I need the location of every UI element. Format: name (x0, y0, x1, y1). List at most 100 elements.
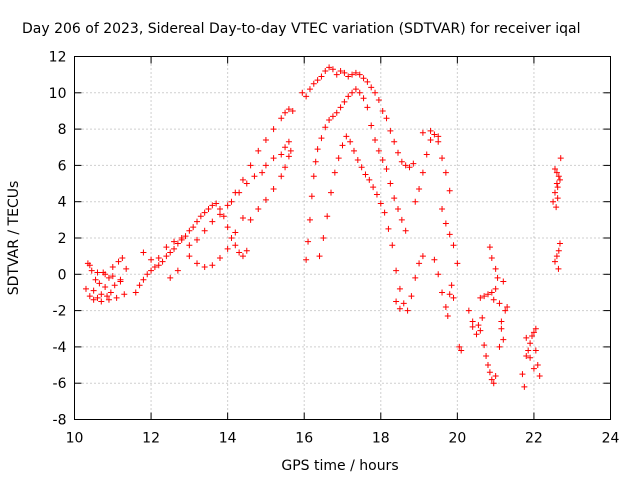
data-point (186, 227, 193, 234)
data-point (102, 271, 109, 278)
data-point (532, 347, 539, 354)
data-point (117, 276, 124, 283)
data-point (282, 144, 289, 151)
data-point (148, 267, 155, 274)
data-point (492, 372, 499, 379)
data-point (167, 249, 174, 256)
data-point (553, 253, 560, 260)
data-point (92, 276, 99, 283)
data-point (171, 238, 178, 245)
data-point (86, 293, 93, 300)
data-point (358, 164, 365, 171)
data-point (475, 322, 482, 329)
y-tick-label: -2 (53, 304, 67, 320)
data-point (408, 293, 415, 300)
data-point (255, 147, 262, 154)
data-point (555, 247, 562, 254)
data-point (431, 256, 438, 263)
data-point (255, 205, 262, 212)
data-point (224, 224, 231, 231)
data-point (239, 176, 246, 183)
data-point (406, 164, 413, 171)
data-point (500, 278, 507, 285)
data-point (419, 129, 426, 136)
data-point (343, 133, 350, 140)
data-point (479, 314, 486, 321)
data-point (427, 136, 434, 143)
data-point (393, 298, 400, 305)
data-point (536, 372, 543, 379)
y-tick-labels: -8 -6 -4 -2 0 2 4 6 8 10 12 (49, 50, 67, 429)
data-point (314, 146, 321, 153)
data-point (333, 109, 340, 116)
data-point (190, 224, 197, 231)
data-point (326, 64, 333, 71)
data-point (186, 253, 193, 260)
data-point (82, 285, 89, 292)
x-tick-label: 24 (602, 431, 620, 447)
data-point (360, 75, 367, 82)
data-point (375, 97, 382, 104)
data-point (484, 362, 491, 369)
series-late (469, 244, 511, 387)
data-point (232, 189, 239, 196)
data-point (282, 109, 289, 116)
data-point (232, 229, 239, 236)
data-point (109, 264, 116, 271)
data-point (113, 294, 120, 301)
data-point (396, 285, 403, 292)
data-point (224, 202, 231, 209)
series-rise-1 (132, 200, 250, 296)
data-point (372, 89, 379, 96)
data-point (391, 138, 398, 145)
y-tick-label: 8 (58, 122, 67, 138)
data-point (488, 254, 495, 261)
data-point (352, 69, 359, 76)
data-point (209, 262, 216, 269)
data-point (209, 218, 216, 225)
data-point (370, 184, 377, 191)
data-point (534, 362, 541, 369)
data-point (163, 244, 170, 251)
data-point (310, 173, 317, 180)
data-point (373, 191, 380, 198)
data-point (167, 274, 174, 281)
data-point (498, 318, 505, 325)
data-point (465, 307, 472, 314)
data-point (163, 253, 170, 260)
data-point (477, 327, 484, 334)
plot-frame (74, 56, 611, 420)
data-point (551, 166, 558, 173)
data-point (527, 354, 534, 361)
y-tick-label: -6 (53, 376, 67, 392)
data-point (389, 242, 396, 249)
data-point (410, 160, 417, 167)
data-point (96, 280, 103, 287)
data-point (299, 89, 306, 96)
data-point (132, 289, 139, 296)
data-point (262, 162, 269, 169)
data-point (368, 84, 375, 91)
data-point (502, 307, 509, 314)
data-point (473, 331, 480, 338)
data-point (500, 336, 507, 343)
data-point (364, 78, 371, 85)
data-point (155, 254, 162, 261)
series-rise-3 (167, 106, 296, 281)
data-point (423, 151, 430, 158)
data-point (393, 267, 400, 274)
y-tick-label: -4 (53, 340, 67, 356)
data-point (306, 216, 313, 223)
data-point (270, 185, 277, 192)
data-point (155, 262, 162, 269)
data-point (174, 267, 181, 274)
data-point (209, 202, 216, 209)
data-point (236, 249, 243, 256)
data-point (484, 291, 491, 298)
data-point (111, 282, 118, 289)
data-point (446, 291, 453, 298)
data-point (98, 298, 105, 305)
data-point (328, 189, 335, 196)
data-point (442, 169, 449, 176)
